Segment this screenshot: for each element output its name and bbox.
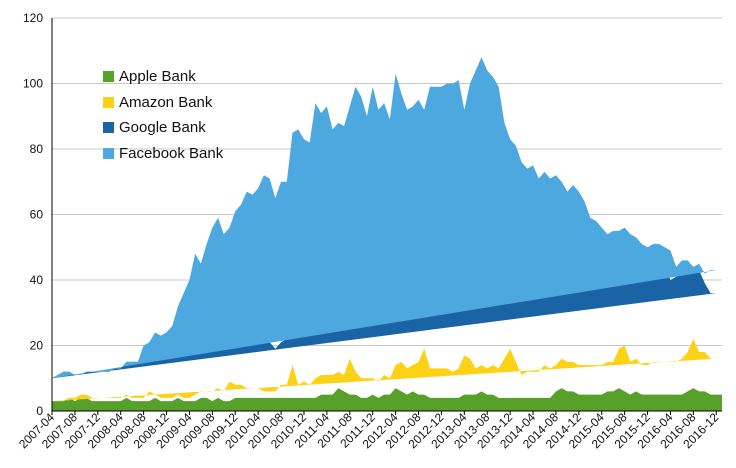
y-tick-label: 80	[30, 142, 44, 156]
legend-item-amazon-bank[interactable]: Amazon Bank	[103, 90, 223, 116]
area-facebook-bank	[52, 57, 717, 379]
legend-label-facebook-bank: Facebook Bank	[119, 144, 224, 162]
y-tick-label: 0	[36, 404, 43, 418]
legend-swatch-google-bank	[103, 122, 114, 134]
axes	[51, 18, 722, 415]
y-tick-label: 20	[30, 339, 44, 353]
y-tick-label: 120	[23, 11, 43, 25]
legend-label-google-bank: Google Bank	[119, 119, 206, 137]
legend-label-amazon-bank: Amazon Bank	[119, 93, 213, 111]
y-tick-label: 100	[23, 77, 43, 91]
y-tick-label: 40	[30, 273, 44, 287]
area-apple-bank	[52, 388, 722, 411]
legend-swatch-amazon-bank	[103, 96, 114, 108]
legend-label-apple-bank: Apple Bank	[119, 68, 196, 86]
legend-item-facebook-bank[interactable]: Facebook Bank	[103, 141, 223, 167]
x-tick-labels: 2007-042007-082007-122008-042008-082008-…	[16, 410, 722, 451]
y-tick-labels: 0 20 40 60 80 100 120	[23, 11, 43, 418]
legend-swatch-facebook-bank	[103, 147, 114, 159]
legend-swatch-apple-bank	[103, 71, 114, 83]
legend: Apple Bank Amazon Bank Google Bank Faceb…	[103, 64, 223, 166]
legend-item-apple-bank[interactable]: Apple Bank	[103, 64, 223, 90]
area-series	[52, 57, 722, 411]
legend-item-google-bank[interactable]: Google Bank	[103, 115, 223, 141]
y-tick-label: 60	[30, 208, 44, 222]
